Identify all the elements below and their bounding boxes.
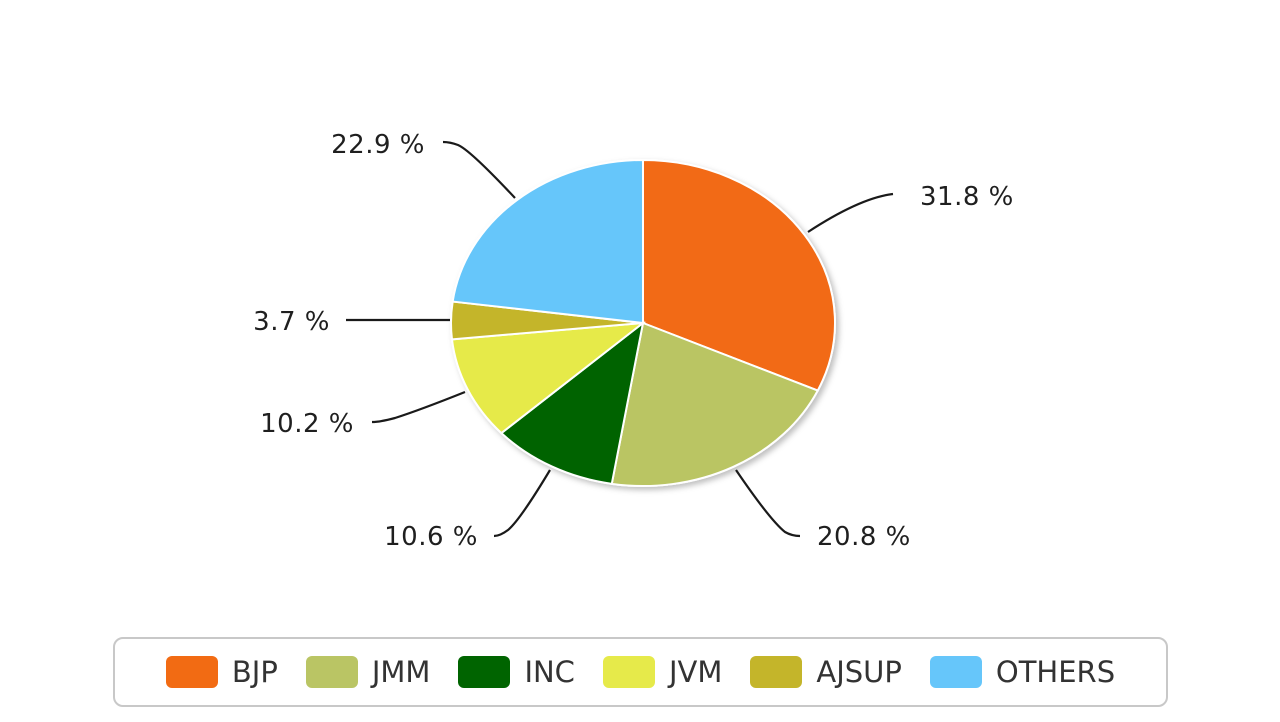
leader-lines xyxy=(346,140,894,538)
leader-line-inc xyxy=(493,469,551,538)
data-label-inc: 10.6 % xyxy=(384,522,478,552)
legend-label-bjp: BJP xyxy=(231,655,278,689)
legend-swatch-jmm xyxy=(305,656,358,688)
legend-item-ajsup[interactable]: AJSUP xyxy=(750,655,902,689)
legend-item-jvm[interactable]: JVM xyxy=(602,655,723,689)
pie-slice-jvm[interactable] xyxy=(450,321,647,435)
legend-swatch-ajsup xyxy=(750,656,803,688)
pie-slice-others[interactable] xyxy=(451,158,644,325)
data-label-ajsup: 3.7 % xyxy=(253,307,330,337)
data-labels: 31.8 % 20.8 % 10.6 % 10.2 % 3.7 % 22.9 % xyxy=(253,130,1014,552)
pie-slice-bjp[interactable] xyxy=(642,158,836,392)
legend-swatch-others xyxy=(929,656,982,688)
pie-slices xyxy=(450,158,836,487)
legend-label-ajsup: AJSUP xyxy=(816,655,902,689)
pie-slice-inc[interactable] xyxy=(499,320,645,485)
legend-label-jvm: JVM xyxy=(668,655,723,689)
legend-item-jmm[interactable]: JMM xyxy=(305,655,431,689)
data-label-jvm: 10.2 % xyxy=(260,409,354,439)
leader-line-others xyxy=(442,140,516,199)
legend-swatch-jvm xyxy=(602,656,655,688)
legend-item-others[interactable]: OTHERS xyxy=(929,655,1116,689)
data-label-others: 22.9 % xyxy=(331,130,425,160)
legend-label-jmm: JMM xyxy=(371,655,431,689)
legend-label-inc: INC xyxy=(524,655,575,689)
data-label-bjp: 31.8 % xyxy=(920,182,1014,212)
data-label-jmm: 20.8 % xyxy=(817,522,911,552)
legend: BJP JMM INC JVM AJSUP OTHERS xyxy=(113,637,1168,707)
leader-line-jvm xyxy=(371,390,466,424)
legend-swatch-bjp xyxy=(165,656,218,688)
leader-line-bjp xyxy=(807,192,894,233)
legend-item-inc[interactable]: INC xyxy=(458,655,575,689)
legend-swatch-inc xyxy=(458,656,511,688)
legend-item-bjp[interactable]: BJP xyxy=(165,655,278,689)
pie-slice-jmm[interactable] xyxy=(610,321,820,487)
legend-label-others: OTHERS xyxy=(995,655,1116,689)
leader-line-jmm xyxy=(735,469,801,538)
